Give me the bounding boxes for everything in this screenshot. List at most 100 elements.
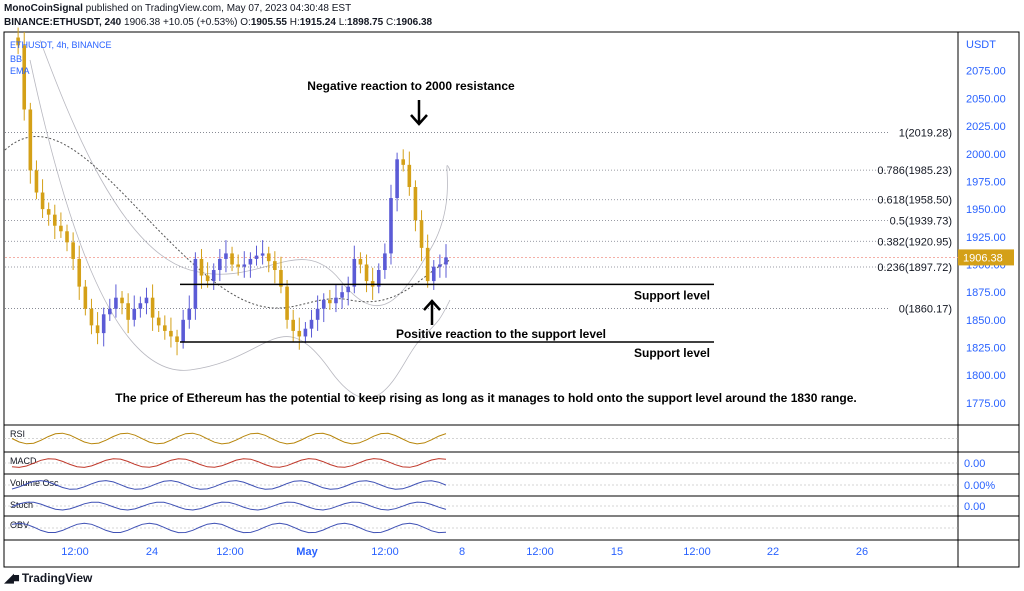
y-tick-label: 1850.00 — [966, 315, 1006, 327]
indicator-value: 0.00 — [964, 501, 985, 513]
bollinger-upper-band — [39, 39, 451, 307]
candle-body — [16, 37, 20, 46]
change-value: +10.05 (+0.53%) — [162, 17, 238, 28]
x-tick-label: 24 — [146, 546, 158, 558]
low-label: L: — [338, 17, 348, 28]
close-value: 1906.38 — [395, 17, 433, 28]
y-tick-label: 1975.00 — [966, 176, 1006, 188]
low-value: 1898.75 — [347, 17, 384, 28]
x-tick-label: May — [296, 546, 318, 558]
open-value: 1905.55 — [250, 17, 287, 28]
publish-info: published on TradingView.com, May 07, 20… — [85, 3, 352, 14]
indicator-value: 0.00 — [964, 458, 985, 470]
candle-body — [285, 286, 289, 320]
indicator-label: Stoch — [10, 500, 33, 510]
x-tick-label: 22 — [767, 546, 779, 558]
candle-body — [266, 253, 271, 262]
candle-body — [230, 253, 234, 265]
candle-body — [205, 275, 210, 282]
candle-body — [95, 325, 100, 334]
candle-body — [236, 264, 240, 267]
candle-body — [40, 192, 45, 210]
fib-level-label: 1(2019.28) — [899, 127, 952, 139]
close-label: C: — [385, 17, 396, 28]
indicator-label: MACD — [10, 456, 37, 466]
candle-body — [444, 257, 448, 265]
arrow-down-icon — [410, 100, 428, 126]
legend-ema: EMA — [10, 66, 30, 76]
candle-body — [83, 286, 88, 309]
candle-body — [242, 264, 247, 267]
candle-body — [120, 297, 124, 304]
support-level-label: Support level — [634, 288, 710, 302]
ohlc-line: BINANCE:ETHUSDT, 240 1906.38 +10.05 (+0.… — [4, 16, 432, 30]
candle-body — [334, 297, 338, 304]
annotation-support: Positive reaction to the support level — [396, 327, 606, 341]
x-tick-label: 12:00 — [526, 546, 554, 558]
legend-bb: BB — [10, 54, 22, 64]
candle-body — [108, 308, 112, 315]
annotation-summary: The price of Ethereum has the potential … — [115, 391, 856, 405]
candle-body — [291, 319, 295, 331]
candle-body — [156, 317, 161, 326]
candle-body — [181, 319, 185, 342]
y-tick-label: 1825.00 — [966, 343, 1006, 355]
last-price-value: 1906.38 — [963, 252, 1003, 264]
candle-body — [114, 297, 118, 309]
candle-body — [273, 261, 277, 271]
tradingview-mark-icon: ◢■ — [4, 570, 20, 585]
y-tick-label: 1800.00 — [966, 370, 1006, 382]
candle-body — [150, 297, 155, 318]
open-label: O: — [240, 17, 251, 28]
indicator-line — [11, 501, 447, 511]
indicator-label: RSI — [10, 429, 25, 439]
candle-body — [389, 198, 393, 254]
candle-body — [352, 258, 357, 287]
indicator-label: OBV — [10, 520, 29, 530]
fib-level-label: 0.236(1897.72) — [877, 262, 952, 274]
high-label: H: — [289, 17, 300, 28]
ema-line — [4, 136, 451, 309]
candle-body — [328, 299, 332, 304]
candle-body — [132, 308, 137, 320]
author-name[interactable]: MonoCoinSignal — [4, 3, 83, 14]
candle-body — [169, 330, 173, 337]
candle-body — [59, 225, 63, 232]
candle-body — [358, 258, 363, 265]
y-tick-label: 1875.00 — [966, 287, 1006, 299]
candle-body — [211, 270, 216, 282]
candle-body — [413, 186, 418, 221]
candle-body — [395, 159, 399, 199]
candle-body — [52, 214, 57, 226]
y-tick-label: 2075.00 — [966, 66, 1006, 78]
candle-body — [419, 220, 424, 248]
legend-symbol: ETHUSDT, 4h, BINANCE — [10, 40, 112, 50]
brand-name: TradingView — [21, 571, 93, 585]
indicator-line — [11, 432, 447, 445]
candle-body — [248, 258, 253, 265]
tradingview-logo[interactable]: ◢■ TradingView — [4, 570, 92, 586]
fib-level-label: 0.618(1958.50) — [877, 195, 952, 207]
support-level-label: Support level — [634, 346, 710, 360]
candle-body — [309, 319, 314, 329]
x-tick-label: 12:00 — [683, 546, 711, 558]
candle-body — [28, 109, 33, 171]
y-tick-label: 2050.00 — [966, 93, 1006, 105]
fib-level-label: 0.382(1920.95) — [877, 236, 952, 248]
indicator-line — [11, 480, 447, 490]
x-tick-label: 12:00 — [61, 546, 89, 558]
indicator-label: Volume Osc — [10, 478, 59, 488]
candle-body — [65, 231, 69, 243]
candle-body — [77, 258, 82, 287]
y-tick-label: 1775.00 — [966, 398, 1006, 410]
last-price-badge — [958, 249, 1014, 266]
candle-body — [260, 253, 265, 256]
publish-line: MonoCoinSignal published on TradingView.… — [4, 2, 432, 16]
high-value: 1915.24 — [299, 17, 336, 28]
fib-level-label: 0(1860.17) — [899, 304, 952, 316]
y-tick-label: 1950.00 — [966, 204, 1006, 216]
x-tick-label: 12:00 — [216, 546, 244, 558]
candle-body — [438, 264, 442, 267]
candle-body — [46, 209, 51, 215]
